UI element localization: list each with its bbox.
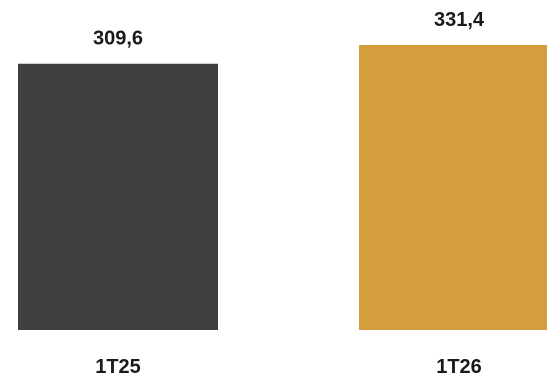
category-label-1t26: 1T26 [436,356,482,378]
bar-1t26 [359,45,547,330]
category-label-1t25: 1T25 [95,356,141,378]
plot-area: 309,6 1T25 331,4 1T26 [18,9,547,378]
data-label-1t26: 331,4 [434,9,485,31]
data-label-1t25: 309,6 [93,28,143,50]
bar-1t25 [18,63,218,330]
